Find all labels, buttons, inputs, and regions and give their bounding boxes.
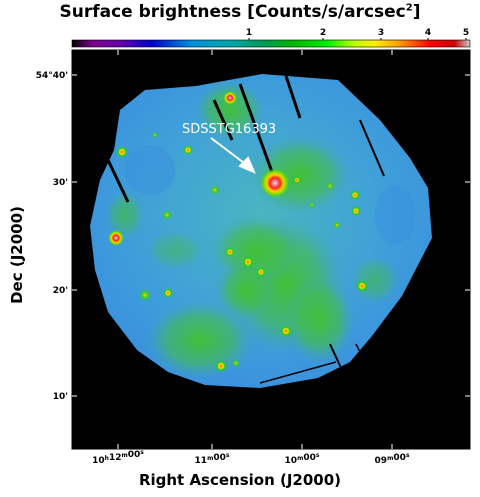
- colorbar-gradient: [71, 39, 471, 48]
- dec-tick-label: 54°40': [36, 71, 68, 81]
- y-axis-label: Dec (J2000): [8, 206, 26, 304]
- ra-tick-label: 11m00s: [195, 452, 230, 466]
- colorbar: 1 2 3 4 5: [71, 28, 471, 48]
- colorbar-tick-label: 2: [320, 28, 326, 38]
- ra-tick-label: 10h12m00s: [92, 449, 144, 466]
- figure-title: Surface brightness [Counts/s/arcsec2]: [59, 2, 421, 22]
- bright-source: [260, 168, 290, 198]
- annotation-arrow: [210, 137, 256, 174]
- dec-tick-label: 20': [53, 286, 68, 296]
- field-of-view: SDSSTG16393: [90, 74, 432, 388]
- source-label: SDSSTG16393: [182, 122, 276, 137]
- colorbar-tick-label: 4: [425, 28, 431, 38]
- dec-tick-label: 10': [53, 392, 68, 402]
- ra-tick-label: 09m00s: [375, 452, 410, 466]
- point-sources: [108, 91, 368, 372]
- image-frame: [71, 49, 471, 450]
- colorbar-tick-label: 3: [378, 28, 384, 38]
- colorbar-tick-label: 1: [246, 28, 252, 38]
- chip-gaps: [106, 75, 385, 384]
- axis-ticks: 54°40' 30' 20' 10' 10h12m00s 11m00s 10m00s 09m0…: [36, 50, 470, 466]
- x-axis-label: Right Ascension (J2000): [138, 471, 342, 489]
- ra-tick-label: 10m00s: [285, 452, 320, 466]
- dec-tick-label: 30': [53, 178, 68, 188]
- colorbar-tick-label: 5: [463, 28, 469, 38]
